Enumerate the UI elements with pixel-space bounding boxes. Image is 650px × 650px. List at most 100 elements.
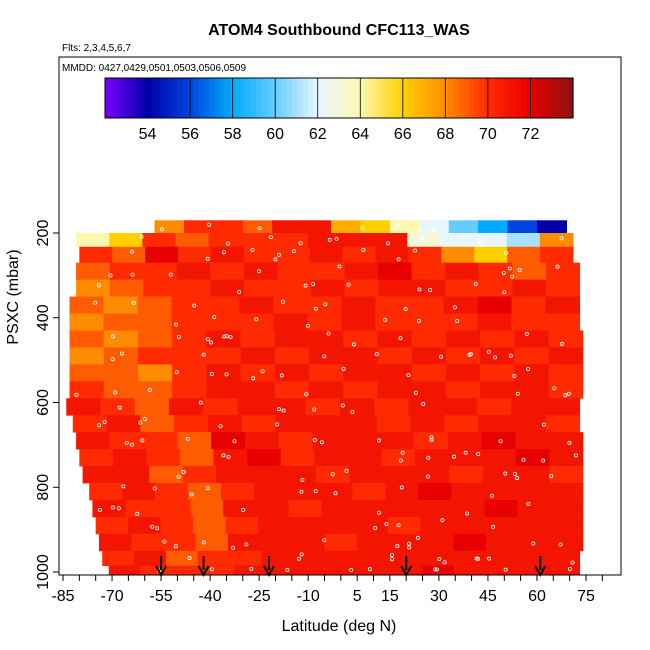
- colorbar-swatch: [136, 78, 142, 118]
- heatmap-cell: [388, 550, 421, 567]
- colorbar-swatch: [203, 78, 210, 118]
- colorbar-swatch: [557, 78, 564, 118]
- sample-point: [322, 538, 327, 543]
- heatmap-cell: [98, 533, 132, 552]
- heatmap-cell: [255, 499, 290, 518]
- heatmap-cell: [307, 296, 343, 314]
- heatmap-cell: [374, 233, 408, 248]
- colorbar-swatch: [131, 78, 137, 118]
- heatmap-cell: [343, 381, 379, 399]
- sample-point: [174, 370, 179, 375]
- heatmap-cell: [69, 364, 105, 382]
- sample-point: [205, 486, 210, 491]
- sample-point: [473, 281, 478, 286]
- heatmap-cell: [386, 499, 420, 518]
- heatmap-cell: [203, 398, 238, 416]
- heatmap-cell: [444, 415, 479, 433]
- heatmap-cell: [307, 313, 343, 331]
- sample-point: [486, 349, 491, 354]
- x-tick-label: -25: [248, 588, 271, 605]
- heatmap-cell: [76, 432, 111, 450]
- heatmap-cell: [408, 246, 442, 264]
- sample-point: [476, 451, 481, 456]
- heatmap-cell: [453, 565, 486, 575]
- heatmap-cell: [176, 262, 211, 281]
- heatmap-cell: [514, 364, 550, 382]
- sample-point: [407, 545, 412, 550]
- heatmap-cell: [414, 449, 450, 467]
- sample-point: [400, 450, 405, 455]
- heatmap-cell: [174, 415, 209, 433]
- heatmap-cell: [516, 466, 550, 484]
- sample-point: [120, 351, 125, 356]
- colorbar-swatch: [307, 78, 314, 118]
- sample-point: [142, 417, 147, 422]
- heatmap-cell: [411, 279, 446, 297]
- colorbar-tick-label: 56: [181, 126, 199, 143]
- heatmap-cell: [545, 262, 581, 281]
- sample-point: [117, 405, 122, 410]
- heatmap-cell: [481, 432, 516, 450]
- sample-point: [250, 248, 255, 253]
- sample-point: [209, 567, 214, 572]
- heatmap-cell: [453, 533, 487, 552]
- heatmap-cell: [211, 432, 246, 450]
- sample-point: [367, 567, 372, 572]
- heatmap-cell: [208, 233, 243, 248]
- heatmap-cell: [484, 550, 517, 567]
- heatmap-cell: [452, 550, 485, 567]
- heatmap-cell: [271, 398, 307, 416]
- heatmap-cell: [176, 279, 211, 297]
- colorbar-swatch: [422, 78, 428, 118]
- heatmap-cell: [536, 220, 567, 234]
- heatmap-cell: [213, 449, 248, 467]
- sample-point: [373, 526, 378, 531]
- heatmap-cell: [220, 483, 255, 501]
- sample-point: [311, 282, 316, 287]
- heatmap-cell: [215, 466, 250, 484]
- heatmap-cell: [103, 364, 139, 382]
- heatmap-cell: [324, 550, 358, 567]
- sample-point: [406, 372, 411, 377]
- heatmap-cells: [66, 220, 584, 575]
- heatmap-cell: [485, 565, 518, 575]
- x-tick-label: -55: [150, 588, 173, 605]
- heatmap-cell: [512, 262, 547, 281]
- colorbar-swatch: [417, 78, 423, 118]
- heatmap-cell: [244, 432, 280, 450]
- sample-point: [341, 366, 346, 371]
- sample-point: [374, 352, 379, 357]
- sample-point: [490, 493, 495, 498]
- sample-point: [300, 477, 305, 482]
- heatmap-cell: [443, 313, 479, 331]
- heatmap-cell: [288, 499, 322, 518]
- heatmap-cell: [143, 279, 178, 297]
- heatmap-cell: [183, 220, 214, 234]
- colorbar-swatch: [245, 78, 252, 118]
- colorbar-tick-label: 68: [436, 126, 454, 143]
- sample-point: [205, 337, 210, 342]
- sample-point: [403, 306, 408, 311]
- sample-point: [147, 387, 152, 392]
- sample-point: [181, 470, 186, 475]
- colorbar: 54 56 58 60 62 64 66 68 70 72: [104, 77, 574, 143]
- colorbar-swatch: [505, 78, 512, 118]
- sample-point: [198, 400, 203, 405]
- heatmap-cell: [225, 516, 259, 535]
- heatmap-cell: [205, 313, 241, 331]
- colorbar-swatch: [193, 78, 200, 118]
- sample-point: [330, 472, 335, 477]
- heatmap-cell: [549, 466, 584, 484]
- heatmap-cell: [142, 233, 177, 248]
- heatmap-cell: [343, 415, 378, 433]
- sample-point: [376, 438, 381, 443]
- sample-point: [344, 468, 349, 473]
- sample-point: [396, 257, 401, 262]
- heatmap-cell: [416, 466, 450, 484]
- heatmap-cell: [480, 381, 515, 399]
- heatmap-cell: [241, 233, 276, 248]
- colorbar-swatch: [552, 78, 558, 118]
- colorbar-swatch: [235, 78, 241, 118]
- colorbar-swatch: [479, 78, 486, 118]
- y-tick-label: 1000: [35, 554, 52, 590]
